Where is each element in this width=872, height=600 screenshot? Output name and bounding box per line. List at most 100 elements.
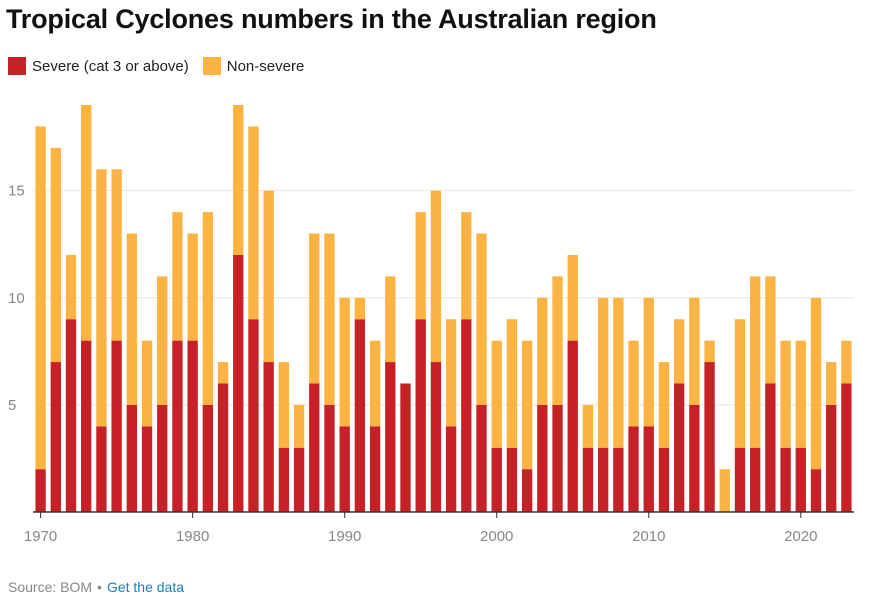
legend-swatch-severe bbox=[8, 57, 26, 75]
bar-severe bbox=[263, 362, 274, 512]
bar-severe bbox=[50, 362, 61, 512]
bar-severe bbox=[795, 447, 806, 512]
bar-nonsevere bbox=[537, 297, 548, 405]
bar-severe bbox=[111, 340, 122, 512]
bar-nonsevere bbox=[157, 276, 168, 405]
bar-nonsevere bbox=[309, 233, 320, 384]
bar-severe bbox=[552, 404, 563, 512]
bar-nonsevere bbox=[430, 190, 442, 363]
legend-item-nonsevere[interactable]: Non-severe bbox=[202, 57, 305, 75]
bar-severe bbox=[658, 447, 670, 512]
bar-severe bbox=[734, 447, 746, 512]
bar-nonsevere bbox=[369, 340, 381, 427]
bar-nonsevere bbox=[96, 169, 107, 427]
bar-severe bbox=[369, 426, 381, 512]
bar-nonsevere bbox=[263, 190, 274, 363]
x-tick-label: 2010 bbox=[632, 528, 665, 545]
bar-nonsevere bbox=[810, 297, 822, 470]
bar-severe bbox=[293, 447, 305, 512]
bar-severe bbox=[673, 383, 685, 512]
legend-swatch-nonsevere bbox=[202, 57, 221, 75]
bar-nonsevere bbox=[172, 212, 183, 341]
bar-severe bbox=[567, 340, 578, 512]
bar-nonsevere bbox=[658, 362, 670, 448]
bar-severe bbox=[841, 383, 852, 512]
bar-nonsevere bbox=[476, 233, 487, 405]
bar-nonsevere bbox=[354, 297, 366, 320]
bar-nonsevere bbox=[65, 254, 77, 320]
bar-severe bbox=[826, 404, 837, 512]
bar-nonsevere bbox=[643, 297, 654, 427]
bar-nonsevere bbox=[491, 340, 502, 448]
bar-nonsevere bbox=[582, 404, 594, 448]
bar-nonsevere bbox=[552, 276, 563, 405]
bar-severe bbox=[461, 319, 472, 512]
bar-severe bbox=[810, 469, 822, 512]
bar-severe bbox=[582, 447, 594, 512]
bar-nonsevere bbox=[506, 319, 518, 448]
bar-severe bbox=[96, 426, 107, 512]
legend-label-nonsevere: Non-severe bbox=[226, 57, 305, 75]
bar-severe bbox=[339, 426, 350, 512]
bar-severe bbox=[628, 426, 639, 512]
source-text: Source: BOM bbox=[8, 579, 93, 595]
bar-nonsevere bbox=[415, 212, 426, 320]
bar-severe bbox=[765, 383, 776, 512]
bar-severe bbox=[81, 340, 92, 512]
y-tick-label: 5 bbox=[8, 397, 16, 414]
bar-severe bbox=[689, 404, 700, 512]
bar-nonsevere bbox=[704, 340, 715, 363]
bar-severe bbox=[187, 340, 198, 512]
bar-severe bbox=[780, 447, 791, 512]
bar-nonsevere bbox=[567, 254, 578, 341]
bar-severe bbox=[324, 404, 335, 512]
bar-nonsevere bbox=[187, 233, 198, 341]
bar-severe bbox=[521, 469, 533, 512]
bar-severe bbox=[491, 447, 502, 512]
bar-nonsevere bbox=[81, 105, 92, 341]
bar-severe bbox=[704, 362, 715, 512]
bar-nonsevere bbox=[461, 212, 472, 320]
bar-severe bbox=[248, 319, 259, 512]
bar-severe bbox=[445, 426, 457, 512]
get-the-data-link[interactable]: Get the data bbox=[106, 579, 184, 595]
chart-title: Tropical Cyclones numbers in the Austral… bbox=[6, 4, 657, 34]
x-tick-label: 2000 bbox=[480, 528, 513, 545]
bar-severe bbox=[141, 426, 153, 512]
bar-nonsevere bbox=[689, 297, 700, 405]
bar-severe bbox=[597, 447, 609, 512]
bar-nonsevere bbox=[613, 297, 624, 448]
bar-nonsevere bbox=[248, 126, 259, 320]
bar-nonsevere bbox=[765, 276, 776, 384]
bar-nonsevere bbox=[126, 233, 137, 405]
bar-severe bbox=[385, 362, 396, 512]
bar-severe bbox=[400, 383, 411, 512]
bar-nonsevere bbox=[673, 319, 685, 384]
bar-nonsevere bbox=[445, 319, 457, 427]
bar-severe bbox=[506, 447, 518, 512]
bar-nonsevere bbox=[841, 340, 852, 384]
legend-item-severe[interactable]: Severe (cat 3 or above) bbox=[8, 57, 189, 75]
bar-nonsevere bbox=[385, 276, 396, 363]
bar-nonsevere bbox=[324, 233, 335, 405]
footer-separator: • bbox=[97, 579, 102, 595]
bar-nonsevere bbox=[750, 276, 761, 448]
bar-nonsevere bbox=[217, 362, 229, 384]
x-tick-label: 2020 bbox=[784, 528, 817, 545]
y-tick-label: 15 bbox=[8, 183, 25, 200]
bar-severe bbox=[613, 447, 624, 512]
bar-severe bbox=[217, 383, 229, 512]
bar-severe bbox=[65, 319, 77, 512]
bar-nonsevere bbox=[795, 340, 806, 448]
bar-nonsevere bbox=[35, 126, 46, 470]
bar-nonsevere bbox=[521, 340, 533, 470]
bar-severe bbox=[430, 362, 442, 512]
x-tick-label: 1980 bbox=[176, 528, 209, 545]
bar-severe bbox=[537, 404, 548, 512]
bar-nonsevere bbox=[597, 297, 609, 448]
legend: Severe (cat 3 or above) Non-severe bbox=[8, 57, 318, 75]
bar-nonsevere bbox=[278, 362, 290, 448]
bar-severe bbox=[202, 404, 214, 512]
bar-severe bbox=[476, 404, 487, 512]
bar-nonsevere bbox=[111, 169, 122, 341]
